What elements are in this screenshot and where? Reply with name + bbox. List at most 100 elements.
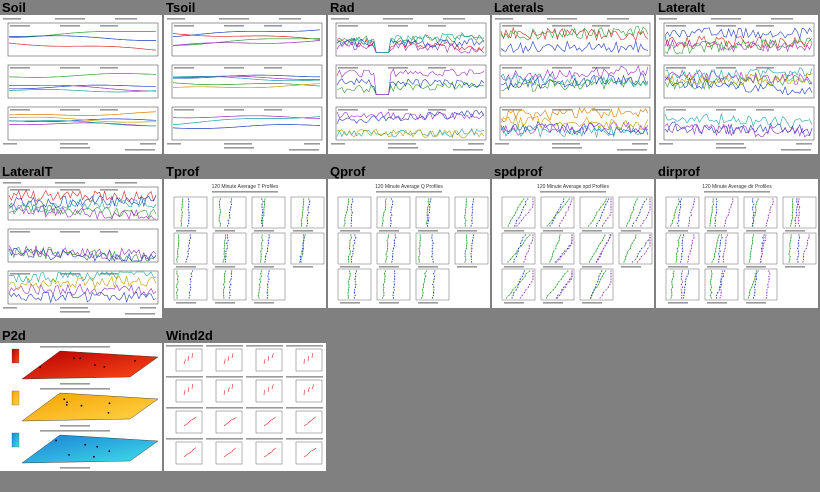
profile-point xyxy=(769,209,771,211)
profile-subplot xyxy=(251,232,286,265)
profile-point xyxy=(721,283,723,286)
caption-mark xyxy=(666,25,686,27)
wind-subplot xyxy=(215,410,243,434)
profile-point xyxy=(465,198,467,200)
caption-mark xyxy=(388,109,408,111)
profile-point xyxy=(188,292,190,294)
profile-point xyxy=(517,283,519,286)
profile-line xyxy=(180,198,184,227)
plot-thumbnail-wind2d[interactable] xyxy=(164,343,326,471)
colorbar xyxy=(11,348,20,364)
caption-mark xyxy=(293,266,313,268)
thumbnail-title[interactable]: spdprof xyxy=(494,164,543,179)
thumbnail-title[interactable]: LateralT xyxy=(2,164,53,179)
profile-point xyxy=(569,278,571,280)
thumbnail-plot-image xyxy=(495,18,651,151)
thumbnail-title[interactable]: Wind2d xyxy=(166,328,213,343)
profile-point xyxy=(261,234,263,236)
thumbnail-title[interactable]: Tsoil xyxy=(166,0,196,15)
station-marker xyxy=(107,412,110,414)
caption-mark xyxy=(716,147,746,149)
station-marker xyxy=(65,404,68,406)
thumbnail-title[interactable]: Laterals xyxy=(494,0,544,15)
plot-thumbnail-rad[interactable] xyxy=(328,15,490,154)
profile-point xyxy=(351,256,353,258)
profile-line xyxy=(559,198,573,227)
thumbnail-cell-laterals[interactable]: Laterals xyxy=(492,0,654,154)
plot-thumbnail-dirprof[interactable]: 120 Minute Average dir Profiles xyxy=(656,179,818,308)
subplot-frame xyxy=(335,22,487,57)
profile-point xyxy=(571,270,573,272)
caption-mark xyxy=(206,438,243,440)
plot-thumbnail-laterals[interactable] xyxy=(492,15,654,154)
thumbnail-cell-rad[interactable]: Rad xyxy=(328,0,490,154)
plot-thumbnail-lateralt[interactable] xyxy=(656,15,818,154)
plot-thumbnail-tprof[interactable]: 120 Minute Average T Profiles xyxy=(164,179,326,308)
caption-mark xyxy=(659,143,673,145)
wind-vector xyxy=(227,356,230,362)
thumbnail-cell-p2d[interactable]: P2d xyxy=(0,328,162,471)
thumbnail-title[interactable]: P2d xyxy=(2,328,26,343)
plot-thumbnail-tsoil[interactable] xyxy=(164,15,326,154)
thumbnail-title[interactable]: Qprof xyxy=(330,164,366,179)
profile-point xyxy=(431,247,433,250)
thumbnail-cell-qprof[interactable]: Qprof 120 Minute Average Q Profiles xyxy=(328,164,490,308)
profile-line xyxy=(257,270,262,299)
series-line xyxy=(8,194,157,208)
plot-thumbnail-p2d[interactable] xyxy=(0,343,162,471)
caption-mark xyxy=(3,143,17,145)
profile-point xyxy=(765,225,767,227)
series-line xyxy=(172,29,321,38)
profile-point xyxy=(602,247,605,250)
plot-thumbnail-lateralT-upper[interactable] xyxy=(0,179,162,318)
thumbnail-cell-lateralT-upper[interactable]: LateralT xyxy=(0,164,162,318)
profile-subplot xyxy=(665,232,700,265)
station-marker xyxy=(134,359,136,362)
thumbnail-cell-tprof[interactable]: Tprof 120 Minute Average T Profiles xyxy=(164,164,326,308)
profile-line xyxy=(261,198,264,227)
thumbnail-title[interactable]: Rad xyxy=(330,0,355,15)
profile-line xyxy=(753,270,759,299)
caption-mark xyxy=(617,149,647,151)
thumbnail-cell-soil[interactable]: Soil xyxy=(0,0,162,154)
thumbnail-cell-tsoil[interactable]: Tsoil xyxy=(164,0,326,154)
profile-point xyxy=(527,286,529,288)
caption-mark xyxy=(55,182,85,184)
caption-mark xyxy=(215,230,235,232)
profile-point xyxy=(641,206,643,208)
thumbnail-title[interactable]: dirprof xyxy=(658,164,700,179)
profile-subplot xyxy=(212,232,247,265)
profile-line xyxy=(264,234,270,263)
thumbnail-title[interactable]: Tprof xyxy=(166,164,200,179)
subplot-frame xyxy=(171,106,323,141)
caption-mark xyxy=(219,18,249,20)
thumbnail-title[interactable]: Lateralt xyxy=(658,0,705,15)
profile-point xyxy=(761,250,763,252)
caption-mark xyxy=(167,143,181,145)
series-line xyxy=(173,74,321,79)
plot-thumbnail-qprof[interactable]: 120 Minute Average Q Profiles xyxy=(328,179,490,308)
profile-point xyxy=(228,214,231,216)
wind-vector xyxy=(231,383,233,390)
thumbnail-cell-wind2d[interactable]: Wind2d xyxy=(164,328,326,471)
profile-line xyxy=(301,198,304,227)
plot-thumbnail-soil[interactable] xyxy=(0,15,162,154)
profile-line xyxy=(381,198,387,227)
thumbnail-cell-lateralt[interactable]: Lateralt xyxy=(656,0,818,154)
profile-point xyxy=(601,294,603,296)
plot-thumbnail-spdprof[interactable]: 120 Minute Average spd Profiles xyxy=(492,179,654,308)
caption-mark xyxy=(304,143,320,145)
profile-subplot xyxy=(290,196,325,229)
profile-point xyxy=(471,247,473,250)
thumbnail-cell-dirprof[interactable]: dirprof 120 Minute Average dir Profiles xyxy=(656,164,818,308)
wind-vector xyxy=(223,390,226,396)
thumbnail-cell-spdprof[interactable]: spdprof 120 Minute Average spd Profiles xyxy=(492,164,654,308)
profile-subplot xyxy=(704,268,739,301)
thumbnail-title[interactable]: Soil xyxy=(2,0,26,15)
series-line xyxy=(8,73,157,78)
profile-point xyxy=(393,242,396,244)
profile-point xyxy=(719,281,721,283)
caption-mark xyxy=(167,18,185,20)
profile-line xyxy=(228,270,232,299)
profile-line xyxy=(723,199,734,227)
